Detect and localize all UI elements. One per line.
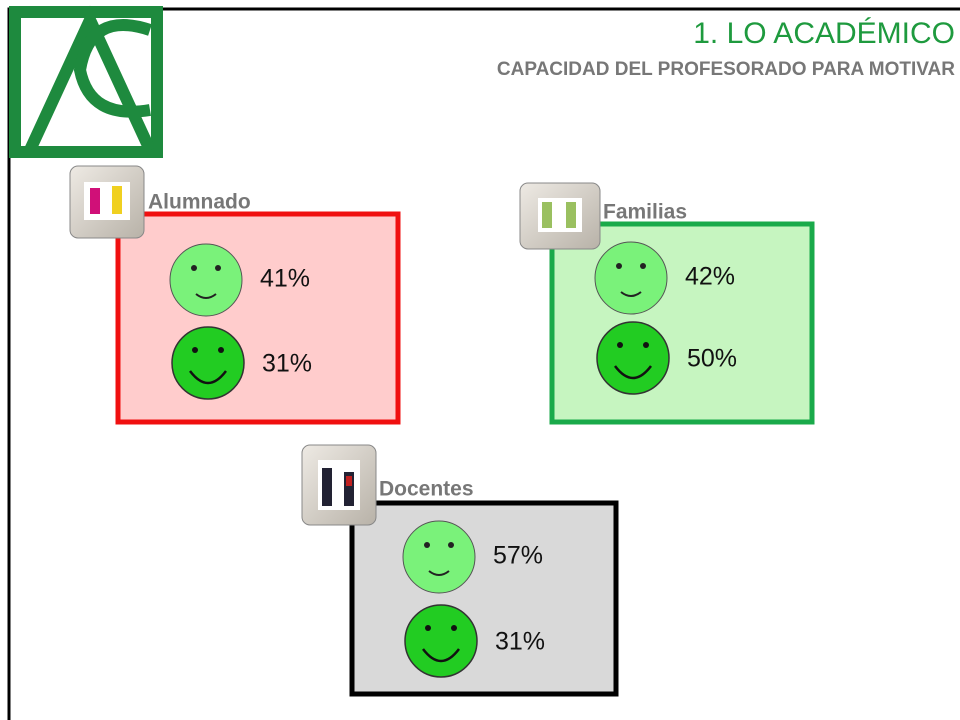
percent: 31%: [495, 628, 545, 656]
smiley: [170, 325, 246, 401]
smiley: [169, 243, 243, 317]
group-familias: Familias 42% 50%: [519, 182, 815, 425]
shape: [566, 202, 576, 228]
shape: [346, 476, 352, 486]
percent: 50%: [687, 345, 737, 373]
percent: 42%: [685, 263, 735, 291]
logo: [9, 5, 163, 158]
smiley: [403, 603, 479, 679]
smiley: [402, 520, 476, 594]
shape: [90, 188, 100, 214]
shape: [549, 221, 815, 425]
shape: [115, 211, 401, 425]
group-alumnado: Alumnado 41% 31%: [69, 165, 401, 425]
group-label: Familias: [603, 201, 687, 224]
group-label: Docentes: [379, 478, 474, 501]
smiley: [594, 241, 668, 315]
shape: [112, 186, 122, 214]
title: 1. LO ACADÉMICO: [693, 17, 955, 50]
subtitle: CAPACIDAD DEL PROFESORADO PARA MOTIVAR: [497, 59, 955, 80]
percent: 57%: [493, 542, 543, 570]
shape: [344, 472, 354, 506]
shape: [542, 202, 552, 228]
percent: 31%: [262, 350, 312, 378]
shape: [73, 19, 152, 118]
shape: [322, 468, 332, 506]
smiley: [595, 320, 671, 396]
group-label: Alumnado: [148, 191, 251, 214]
shape: [349, 500, 619, 697]
shape: [9, 6, 163, 158]
group-docentes: Docentes 57% 31%: [301, 444, 619, 697]
percent: 41%: [260, 265, 310, 293]
